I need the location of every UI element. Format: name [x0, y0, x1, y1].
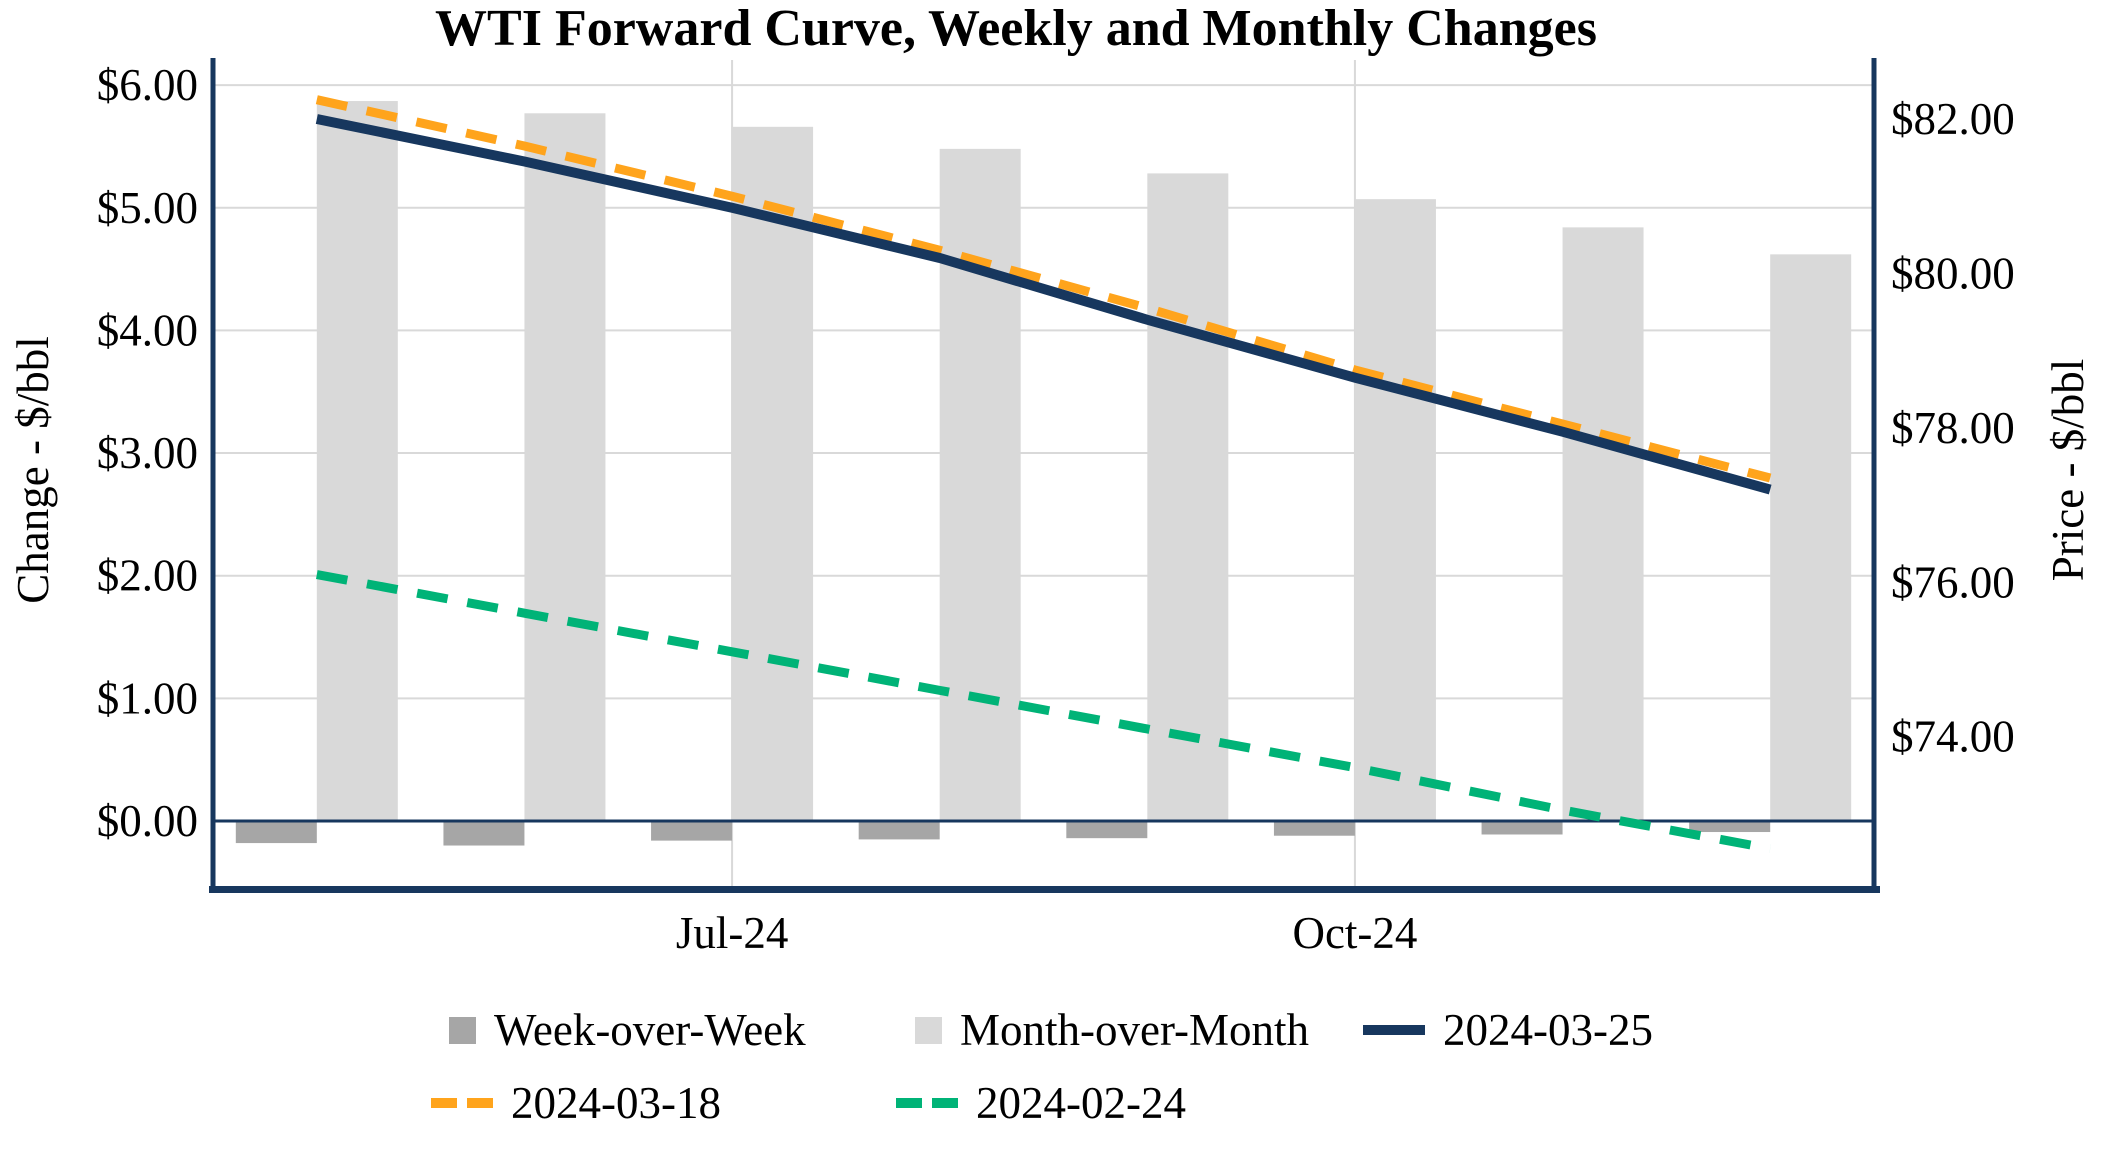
line-2024-03-25: [315, 114, 1772, 495]
left-tick-label: $4.00: [97, 305, 198, 355]
bar-month-over-month: [939, 148, 1021, 822]
left-tick-label: $6.00: [97, 60, 198, 110]
bar-week-over-week: [1481, 821, 1563, 835]
bar-week-over-week: [1273, 821, 1355, 836]
legend-label: 2024-03-18: [511, 1078, 721, 1128]
bar-month-over-month: [524, 113, 606, 821]
legend-item-2024-02-24[interactable]: 2024-02-24: [896, 1077, 1186, 1129]
bar-week-over-week: [1066, 821, 1148, 839]
legend-item-week-over-week[interactable]: Week-over-Week: [449, 1004, 806, 1056]
x-axis-line: [209, 886, 1880, 893]
left-tick-label: $0.00: [97, 796, 198, 846]
bar-week-over-week: [1689, 821, 1771, 833]
bar-week-over-week: [235, 821, 317, 844]
right-tick-label: $82.00: [1891, 94, 2015, 144]
left-tick-label: $5.00: [97, 183, 198, 233]
legend-line-swatch: [896, 1098, 958, 1108]
bar-week-over-week: [651, 821, 733, 841]
bar-month-over-month: [1562, 227, 1644, 821]
legend-label: 2024-03-25: [1443, 1005, 1653, 1055]
left-tick-label: $1.00: [97, 673, 198, 723]
bar-week-over-week: [443, 821, 525, 846]
right-tick-label: $76.00: [1891, 557, 2015, 607]
bar-month-over-month: [1770, 254, 1852, 821]
legend-label: Month-over-Month: [960, 1005, 1310, 1055]
legend-item-month-over-month[interactable]: Month-over-Month: [915, 1004, 1309, 1056]
legend-label: Week-over-Week: [494, 1005, 806, 1055]
bar-month-over-month: [1147, 173, 1229, 821]
left-tick-label: $2.00: [97, 551, 198, 601]
line-2024-02-24: [315, 570, 1772, 854]
left-tick-label: $3.00: [97, 428, 198, 478]
chart-title: WTI Forward Curve, Weekly and Monthly Ch…: [435, 0, 1597, 57]
legend-square-swatch: [449, 1016, 476, 1044]
bar-month-over-month: [732, 126, 814, 821]
x-tick-label: Jul-24: [676, 908, 789, 958]
legend-line-swatch: [1363, 1025, 1425, 1035]
right-tick-label: $74.00: [1891, 712, 2015, 762]
right-tick-label: $80.00: [1891, 248, 2015, 298]
right-axis-line: [1871, 58, 1877, 893]
legend-item-2024-03-25[interactable]: 2024-03-25: [1363, 1004, 1653, 1056]
right-tick-label: $78.00: [1891, 403, 2015, 453]
left-axis-line: [210, 58, 216, 893]
legend-label: 2024-02-24: [976, 1078, 1186, 1128]
line-2024-03-18: [315, 95, 1772, 483]
bar-month-over-month: [1354, 199, 1436, 822]
legend-line-swatch: [431, 1098, 493, 1108]
x-tick-label: Oct-24: [1292, 908, 1417, 958]
legend-item-2024-03-18[interactable]: 2024-03-18: [431, 1077, 721, 1129]
bar-week-over-week: [858, 821, 940, 840]
legend-square-swatch: [915, 1016, 942, 1044]
bar-month-over-month: [316, 101, 398, 822]
